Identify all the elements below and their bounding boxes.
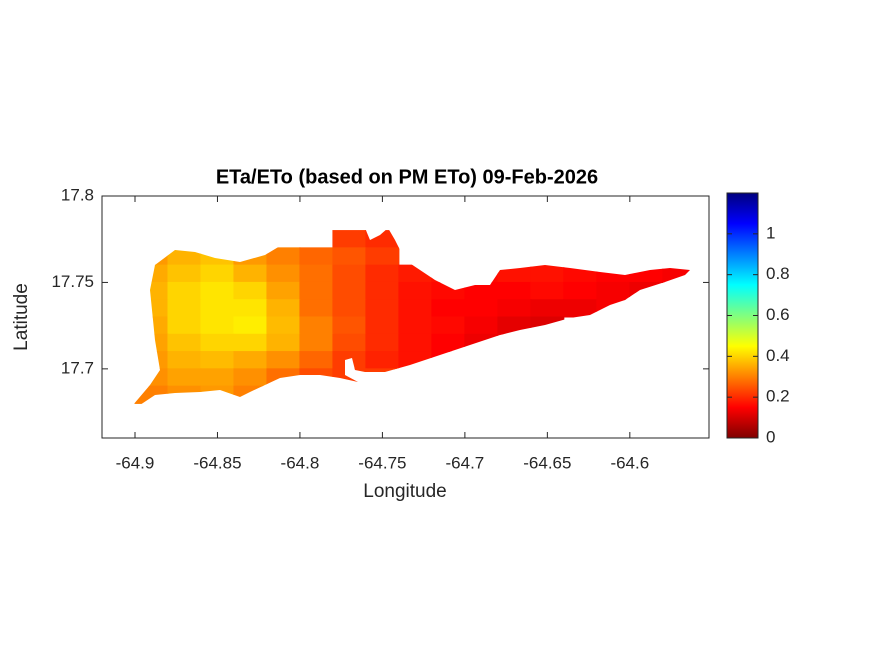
raster-cell — [398, 333, 433, 353]
raster-cell — [200, 333, 235, 353]
colorbar-tick-label: 0 — [766, 427, 775, 446]
x-tick-label: -64.75 — [358, 453, 406, 472]
raster-cell — [299, 264, 334, 283]
colorbar-tick-label: 0.8 — [766, 264, 790, 283]
raster-cell — [530, 281, 565, 301]
raster-cell — [365, 316, 400, 335]
x-tick-label: -64.9 — [116, 453, 155, 472]
axes: -64.9 -64.85 -64.8 -64.75 -64.7 -64.65 -64.6 17… — [51, 185, 789, 472]
raster-cell — [200, 281, 235, 301]
raster-cell — [332, 316, 367, 335]
raster-cell — [167, 333, 202, 353]
raster-cell — [233, 333, 268, 353]
y-axis-label: Latitude — [11, 283, 32, 351]
raster-cell — [167, 247, 202, 266]
raster-cell — [233, 316, 268, 335]
raster-cell — [365, 264, 400, 283]
raster-cell — [365, 333, 400, 353]
y-tick-label: 17.75 — [51, 272, 94, 291]
raster-cell — [200, 264, 235, 283]
colorbar-tick-label: 1 — [766, 223, 775, 242]
colorbar-tick-label: 0.4 — [766, 346, 790, 365]
axes-box — [101, 195, 710, 439]
raster-cell — [233, 264, 268, 283]
raster-cell — [497, 299, 532, 318]
raster-cell — [233, 351, 268, 370]
raster-cell — [266, 264, 301, 283]
raster-cell — [200, 299, 235, 318]
y-tick-label: 17.8 — [61, 185, 94, 204]
raster-cell — [464, 281, 499, 301]
raster-cell — [200, 368, 235, 387]
raster-cell — [365, 299, 400, 318]
raster-cell — [332, 281, 367, 301]
raster-cell — [596, 281, 631, 301]
raster-cell — [266, 299, 301, 318]
raster-cell — [365, 281, 400, 301]
raster-cell — [233, 368, 268, 387]
raster-cell — [464, 299, 499, 318]
raster-cell — [464, 316, 499, 335]
raster-cell — [332, 333, 367, 353]
raster-cell — [266, 247, 301, 266]
x-tick-label: -64.85 — [193, 453, 241, 472]
colorbar — [726, 192, 759, 439]
raster-cell — [530, 299, 565, 318]
raster-cell — [332, 264, 367, 283]
raster-cell — [167, 299, 202, 318]
raster-cell — [167, 351, 202, 370]
raster-cell — [266, 351, 301, 370]
raster-cell — [200, 316, 235, 335]
raster-cell — [431, 299, 466, 318]
colorbar-tick-label: 0.6 — [766, 305, 790, 324]
raster-cell — [530, 264, 565, 283]
raster-cell — [398, 281, 433, 301]
raster-cell — [398, 316, 433, 335]
raster-cell — [200, 351, 235, 370]
x-tick-label: -64.7 — [446, 453, 485, 472]
raster-cell — [299, 247, 334, 266]
raster-cell — [332, 247, 367, 266]
colorbar-tick-label: 0.2 — [766, 387, 790, 406]
x-axis-label: Longitude — [363, 481, 446, 502]
raster-cell — [398, 299, 433, 318]
raster-cell — [332, 230, 367, 249]
raster-cell — [332, 299, 367, 318]
raster-cell — [299, 351, 334, 370]
raster-cell — [563, 299, 598, 318]
raster-cell — [431, 316, 466, 335]
x-tick-label: -64.6 — [610, 453, 649, 472]
raster-cell — [233, 299, 268, 318]
raster-cell — [365, 247, 400, 266]
raster-cell — [299, 316, 334, 335]
raster-cell — [167, 264, 202, 283]
raster-cell — [266, 333, 301, 353]
x-tick-label: -64.8 — [281, 453, 320, 472]
raster-cell — [167, 281, 202, 301]
raster-cell — [299, 281, 334, 301]
raster-cell — [497, 281, 532, 301]
x-tick-label: -64.65 — [523, 453, 571, 472]
raster-cell — [299, 333, 334, 353]
raster-cell — [233, 281, 268, 301]
raster-cell — [266, 316, 301, 335]
y-tick-label: 17.7 — [61, 358, 94, 377]
raster-cell — [167, 316, 202, 335]
raster-cell — [563, 281, 598, 301]
raster-cell — [299, 299, 334, 318]
raster-cell — [266, 281, 301, 301]
raster-cell — [431, 333, 466, 353]
raster-cell — [167, 368, 202, 387]
raster-cell — [365, 351, 400, 370]
chart-title: ETa/ETo (based on PM ETo) 09-Feb-2026 — [216, 166, 598, 188]
